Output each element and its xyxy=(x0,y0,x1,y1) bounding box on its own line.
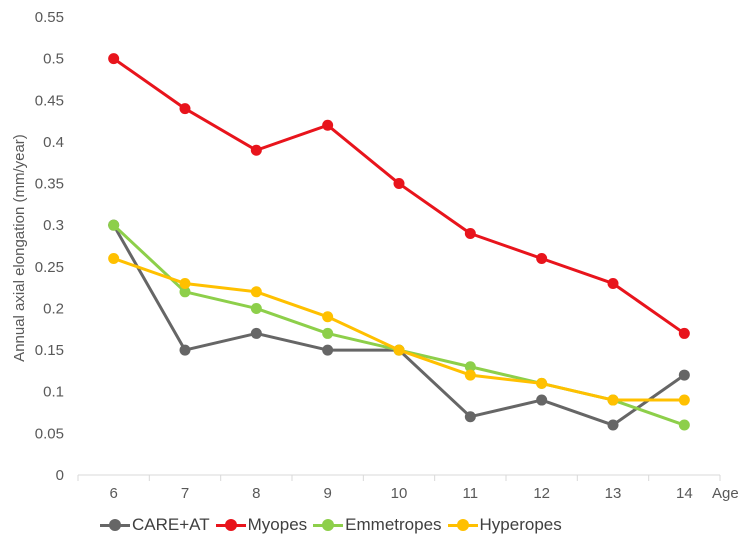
data-point-care-at xyxy=(322,344,334,356)
series-line-myopes xyxy=(112,57,686,335)
x-tick-label: 7 xyxy=(181,485,189,502)
data-point-care-at xyxy=(607,419,619,431)
data-point-hyperopes xyxy=(678,394,690,406)
series-line-emmetropes xyxy=(112,224,685,427)
y-tick-label: 0.35 xyxy=(35,176,64,193)
y-tick-label: 0.55 xyxy=(35,9,64,26)
data-point-hyperopes xyxy=(179,277,191,289)
data-point-hyperopes xyxy=(108,252,120,264)
data-point-myopes xyxy=(108,53,120,65)
data-point-hyperopes xyxy=(393,344,405,356)
legend-label: CARE+AT xyxy=(132,515,210,534)
y-tick-label: 0.5 xyxy=(43,51,64,68)
y-tick-label: 0.25 xyxy=(35,259,64,276)
y-axis-label: Annual axial elongation (mm/year) xyxy=(11,134,28,362)
y-tick-label: 0.1 xyxy=(43,384,64,401)
legend-marker-icon xyxy=(100,518,130,532)
data-point-emmetropes xyxy=(250,302,262,314)
legend-label: Emmetropes xyxy=(345,515,442,534)
y-tick-label: 0.2 xyxy=(43,300,64,317)
y-tick-label: 0.4 xyxy=(43,134,64,151)
y-tick-label: 0.45 xyxy=(35,92,64,109)
data-point-hyperopes xyxy=(250,286,262,298)
legend-label: Myopes xyxy=(247,515,308,534)
data-point-care-at xyxy=(678,369,690,381)
legend-marker-icon xyxy=(447,518,478,532)
x-tick-label: 10 xyxy=(391,485,408,502)
x-tick-label: 9 xyxy=(323,485,331,502)
x-tick-label: 11 xyxy=(463,485,479,502)
chart-svg: Annual axial elongation (mm/year) Age 6 7… xyxy=(11,9,739,502)
x-tick-label: 14 xyxy=(676,485,693,502)
data-point-myopes xyxy=(536,252,548,264)
y-tick-label: 0.15 xyxy=(35,342,64,359)
x-tick-label: 8 xyxy=(252,485,260,502)
data-point-emmetropes xyxy=(108,219,120,231)
data-point-myopes xyxy=(464,228,476,240)
data-point-emmetropes xyxy=(179,286,191,298)
data-point-hyperopes xyxy=(536,377,548,389)
y-tick-label: 0.3 xyxy=(43,217,64,234)
legend-item-emmetropes: Emmetropes xyxy=(313,515,442,535)
x-tick-label: 12 xyxy=(533,485,550,502)
data-point-care-at xyxy=(179,344,191,356)
x-axis-label: Age xyxy=(712,485,739,502)
x-tick-label: 13 xyxy=(605,485,622,502)
data-point-myopes xyxy=(179,103,191,115)
data-point-myopes xyxy=(393,178,405,190)
y-tick-label: 0.05 xyxy=(35,425,64,442)
legend: CARE+AT Myopes Emmetropes Hyperopes xyxy=(100,515,568,535)
data-point-myopes xyxy=(678,327,690,339)
legend-item-myopes: Myopes xyxy=(215,515,308,535)
legend-marker-icon xyxy=(215,518,246,532)
legend-item-care-at: CARE+AT xyxy=(100,515,210,535)
legend-marker-icon xyxy=(313,518,344,532)
legend-label: Hyperopes xyxy=(479,515,562,534)
data-point-emmetropes xyxy=(322,327,334,339)
data-point-hyperopes xyxy=(322,311,334,323)
legend-item-hyperopes: Hyperopes xyxy=(447,515,562,535)
data-point-emmetropes xyxy=(678,419,690,431)
x-tick-label: 6 xyxy=(109,485,117,502)
data-point-myopes xyxy=(322,119,334,131)
data-point-myopes xyxy=(250,144,262,156)
y-tick-label: 0 xyxy=(56,467,64,484)
data-point-care-at xyxy=(464,411,476,423)
series-line-care-at xyxy=(112,224,686,427)
data-point-hyperopes xyxy=(464,369,476,381)
data-point-emmetropes xyxy=(464,361,476,373)
data-point-care-at xyxy=(250,327,262,339)
data-point-myopes xyxy=(607,277,619,289)
data-point-care-at xyxy=(536,394,548,406)
data-point-hyperopes xyxy=(607,394,619,406)
